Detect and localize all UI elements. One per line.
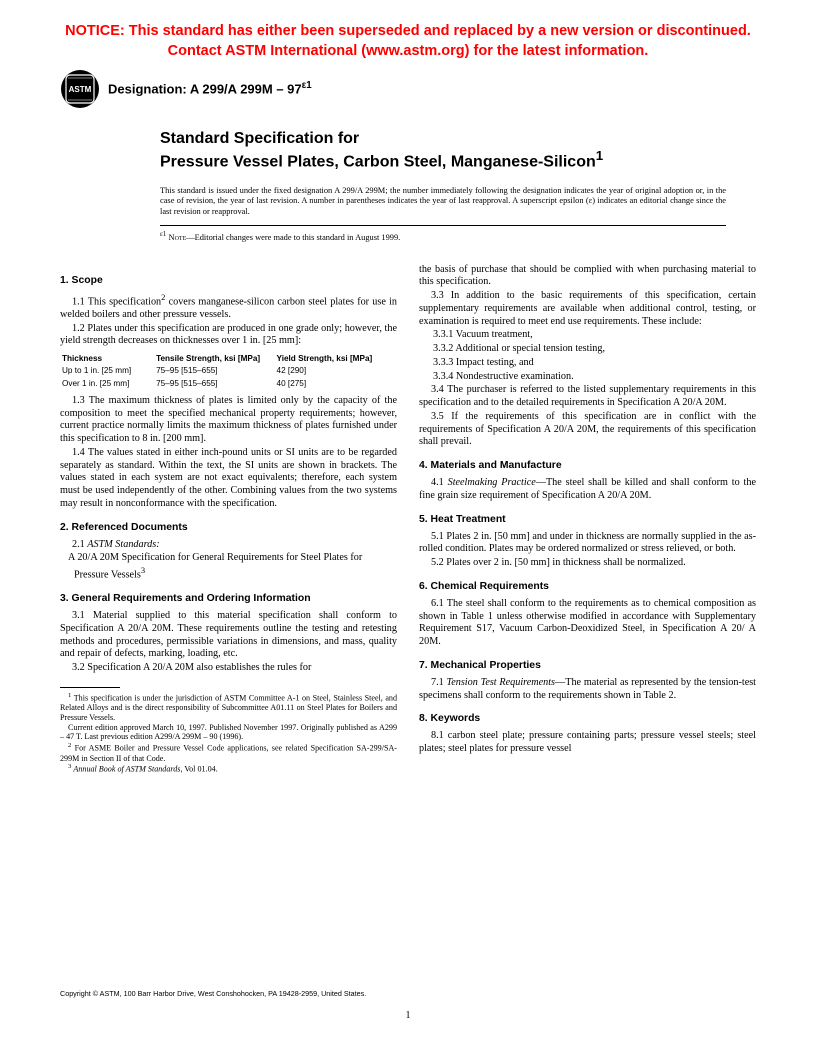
ed-note-label: Note (169, 233, 187, 242)
astm-logo-icon: ASTM (60, 69, 100, 109)
p3-1: 3.1 Material supplied to this material s… (60, 610, 397, 661)
p3-5: 3.5 If the requirements of this specific… (419, 411, 756, 449)
p1-2: 1.2 Plates under this specification are … (60, 323, 397, 349)
p5-1: 5.1 Plates 2 in. [50 mm] and under in th… (419, 531, 756, 557)
r1c3: 42 [290] (277, 366, 395, 376)
sec-5-head: 5. Heat Treatment (419, 513, 756, 526)
ed-prefix: ε1 (160, 230, 166, 238)
p7-1: 7.1 Tension Test Requirements—The materi… (419, 677, 756, 703)
p3-3-3: 3.3.3 Impact testing, and (433, 357, 756, 370)
footnote-3: 3 Annual Book of ASTM Standards, Vol 01.… (60, 763, 397, 774)
copyright-line: Copyright © ASTM, 100 Barr Harbor Drive,… (60, 989, 366, 998)
r2c2: 75–95 [515–655] (156, 379, 274, 389)
p5-2: 5.2 Plates over 2 in. [50 mm] in thickne… (419, 557, 756, 570)
footnote-divider (60, 687, 120, 688)
r1c2: 75–95 [515–655] (156, 366, 274, 376)
sec-4-head: 4. Materials and Manufacture (419, 459, 756, 472)
svg-text:ASTM: ASTM (69, 85, 92, 94)
issued-block: This standard is issued under the fixed … (160, 186, 726, 218)
sec-7-head: 7. Mechanical Properties (419, 659, 756, 672)
sec-8-head: 8. Keywords (419, 712, 756, 725)
title-line2: Pressure Vessel Plates, Carbon Steel, Ma… (160, 154, 596, 171)
notice-line2: Contact ASTM International (www.astm.org… (168, 43, 649, 59)
footnote-1a: 1 This specification is under the jurisd… (60, 692, 397, 723)
title-super: 1 (596, 148, 603, 163)
r2c3: 40 [275] (277, 379, 395, 389)
p3-3-4: 3.3.4 Nondestructive examination. (433, 371, 756, 384)
title-block: Standard Specification for Pressure Vess… (160, 129, 756, 172)
p3-2: 3.2 Specification A 20/A 20M also establ… (60, 662, 397, 675)
doc-title: Standard Specification for Pressure Vess… (160, 129, 756, 172)
footnote-1b: Current edition approved March 10, 1997.… (60, 723, 397, 742)
p1-4: 1.4 The values stated in either inch-pou… (60, 447, 397, 511)
editorial-note: ε1 Note—Editorial changes were made to t… (160, 225, 726, 243)
sec-2-head: 2. Referenced Documents (60, 521, 397, 534)
strength-table: Thickness Tensile Strength, ksi [MPa] Yi… (60, 352, 397, 391)
p3-3-1: 3.3.1 Vacuum treatment, (433, 329, 756, 342)
r1c1: Up to 1 in. [25 mm] (62, 366, 154, 376)
p1-3: 1.3 The maximum thickness of plates is l… (60, 395, 397, 446)
th-yield: Yield Strength, ksi [MPa] (277, 354, 395, 364)
ref-a20: A 20/A 20M Specification for General Req… (74, 552, 397, 582)
p4-1: 4.1 Steelmaking Practice—The steel shall… (419, 477, 756, 503)
p3-2-cont: the basis of purchase that should be com… (419, 264, 756, 290)
p3-3: 3.3 In addition to the basic requirement… (419, 290, 756, 328)
notice-banner: NOTICE: This standard has either been su… (60, 22, 756, 61)
page-number: 1 (0, 1010, 816, 1023)
sec-3-head: 3. General Requirements and Ordering Inf… (60, 592, 397, 605)
ed-note-text: —Editorial changes were made to this sta… (186, 233, 400, 242)
p3-4: 3.4 The purchaser is referred to the lis… (419, 384, 756, 410)
r2c1: Over 1 in. [25 mm] (62, 379, 154, 389)
designation: Designation: A 299/A 299M – 97ε1 (108, 80, 312, 98)
footnote-2: 2 For ASME Boiler and Pressure Vessel Co… (60, 742, 397, 763)
p8-1: 8.1 carbon steel plate; pressure contain… (419, 730, 756, 756)
th-tensile: Tensile Strength, ksi [MPa] (156, 354, 274, 364)
designation-label: Designation: A 299/A 299M – 97 (108, 82, 302, 97)
body-columns: 1. Scope 1.1 This specification2 covers … (60, 264, 756, 775)
header-row: ASTM Designation: A 299/A 299M – 97ε1 (60, 69, 756, 109)
sec-1-head: 1. Scope (60, 274, 397, 287)
p2-1: 2.1 ASTM Standards: (60, 539, 397, 552)
p1-1: 1.1 This specification2 covers manganese… (60, 292, 397, 322)
sec-6-head: 6. Chemical Requirements (419, 580, 756, 593)
notice-line1: NOTICE: This standard has either been su… (65, 23, 751, 39)
p3-3-2: 3.3.2 Additional or special tension test… (433, 343, 756, 356)
th-thickness: Thickness (62, 354, 154, 364)
title-line1: Standard Specification for (160, 130, 359, 147)
designation-super: ε1 (302, 80, 312, 91)
p6-1: 6.1 The steel shall conform to the requi… (419, 598, 756, 649)
